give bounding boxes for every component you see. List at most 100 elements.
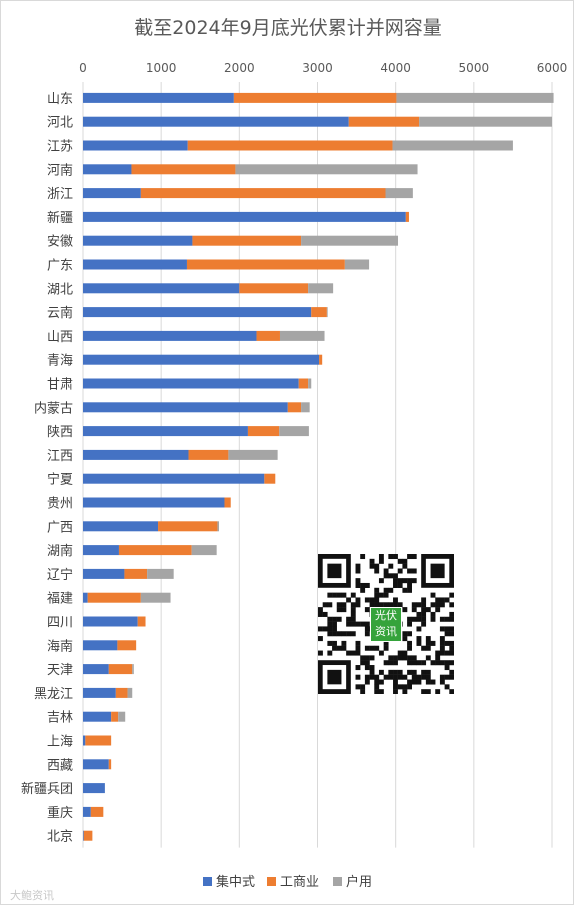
- bar-湖南-工商业: [118, 545, 192, 556]
- y-tick-label: 新疆兵团: [21, 781, 73, 797]
- bar-江西-户用: [228, 449, 278, 460]
- y-tick-label: 吉林: [47, 711, 73, 726]
- bar-吉林-户用: [118, 711, 126, 722]
- bar-贵州-工商业: [224, 497, 231, 508]
- bar-河南-集中式: [83, 164, 132, 175]
- bar-山西-工商业: [256, 330, 280, 341]
- bar-广东-工商业: [186, 259, 345, 270]
- y-tick-label: 贵州: [47, 497, 73, 512]
- y-tick-label: 江苏: [47, 139, 73, 155]
- legend-label: 集中式: [216, 874, 255, 890]
- qr-badge: 光伏 资讯: [370, 607, 402, 642]
- bar-陕西-户用: [279, 426, 309, 437]
- bar-陕西-集中式: [83, 426, 248, 437]
- chart-title: 截至2024年9月底光伏累计并网容量: [134, 17, 441, 39]
- legend-label: 户用: [346, 874, 372, 890]
- y-tick-label: 天津: [47, 663, 73, 678]
- legend-swatch-工商业: [267, 877, 276, 886]
- bar-江西-集中式: [83, 449, 189, 460]
- qr-code[interactable]: 光伏 资讯: [318, 554, 454, 694]
- bar-上海-工商业: [85, 735, 112, 746]
- bar-内蒙古-集中式: [83, 402, 288, 413]
- bar-江苏-工商业: [187, 140, 393, 151]
- y-tick-label: 重庆: [47, 805, 73, 821]
- bar-陕西-工商业: [247, 426, 280, 437]
- y-tick-label: 宁夏: [47, 472, 73, 488]
- bar-天津-户用: [132, 664, 134, 675]
- legend-swatch-户用: [333, 877, 342, 886]
- bar-河北-工商业: [348, 116, 420, 127]
- bar-江西-工商业: [188, 449, 229, 460]
- y-tick-label: 黑龙江: [34, 687, 73, 702]
- y-tick-label: 浙江: [47, 187, 73, 202]
- bar-甘肃-工商业: [298, 378, 309, 389]
- bar-新疆-集中式: [83, 211, 406, 222]
- y-tick-label: 湖南: [47, 543, 73, 559]
- y-tick-label: 海南: [47, 638, 73, 654]
- bar-青海-集中式: [83, 354, 320, 365]
- x-tick-label: 2000: [224, 61, 255, 75]
- bar-四川-工商业: [137, 616, 146, 627]
- bar-云南-工商业: [311, 307, 327, 318]
- bar-宁夏-工商业: [264, 473, 276, 484]
- y-tick-label: 四川: [47, 616, 73, 631]
- y-tick-label: 河南: [47, 162, 73, 178]
- bar-天津-工商业: [108, 664, 133, 675]
- bar-广西-户用: [217, 521, 220, 532]
- bar-广西-集中式: [83, 521, 159, 532]
- x-axis-ticks: 0 1000 2000 3000 4000 5000 6000: [79, 61, 567, 75]
- bar-云南-集中式: [83, 307, 312, 318]
- bar-湖北-工商业: [239, 283, 309, 294]
- x-tick-label: 1000: [146, 61, 177, 75]
- bar-湖南-户用: [191, 545, 217, 556]
- y-tick-label: 安徽: [47, 235, 73, 250]
- bar-浙江-户用: [385, 188, 413, 199]
- bar-安徽-工商业: [192, 235, 302, 246]
- bar-西藏-工商业: [108, 759, 112, 770]
- bar-辽宁-工商业: [124, 568, 148, 579]
- bar-湖北-户用: [308, 283, 334, 294]
- y-axis-labels: 山东河北江苏河南浙江新疆安徽广东湖北云南山西青海甘肃内蒙古陕西江西宁夏贵州广西湖…: [21, 92, 73, 845]
- y-tick-label: 山西: [47, 330, 73, 345]
- y-tick-label: 青海: [47, 354, 73, 369]
- x-tick-label: 0: [79, 61, 87, 75]
- bar-黑龙江-户用: [127, 687, 133, 698]
- y-tick-label: 广东: [47, 259, 73, 274]
- bar-山东-工商业: [233, 92, 397, 103]
- bar-山东-集中式: [83, 92, 234, 103]
- bar-四川-集中式: [83, 616, 138, 627]
- bar-贵州-集中式: [83, 497, 225, 508]
- bar-内蒙古-工商业: [287, 402, 302, 413]
- bar-广东-户用: [344, 259, 370, 270]
- y-tick-label: 上海: [47, 735, 73, 750]
- legend: 集中式 工商业 户用: [203, 874, 372, 890]
- x-tick-label: 4000: [380, 61, 411, 75]
- y-tick-label: 新疆: [47, 210, 73, 226]
- y-tick-label: 河北: [47, 116, 73, 131]
- y-tick-label: 山东: [47, 92, 73, 107]
- bar-宁夏-集中式: [83, 473, 265, 484]
- bar-新疆兵团-集中式: [83, 783, 105, 794]
- bar-新疆-工商业: [405, 211, 409, 222]
- bar-北京-集中式: [83, 830, 84, 841]
- bar-甘肃-户用: [308, 378, 312, 389]
- y-tick-label: 甘肃: [47, 378, 73, 393]
- bars: [83, 92, 554, 841]
- bar-江苏-集中式: [83, 140, 188, 151]
- bar-内蒙古-户用: [301, 402, 310, 413]
- bar-山东-户用: [396, 92, 554, 103]
- y-tick-label: 云南: [47, 305, 73, 321]
- watermark: 大鲍资讯: [10, 889, 54, 902]
- bar-西藏-集中式: [83, 759, 109, 770]
- bar-湖北-集中式: [83, 283, 240, 294]
- bar-广西-工商业: [158, 521, 218, 532]
- legend-label: 工商业: [280, 875, 319, 890]
- bar-重庆-集中式: [83, 806, 91, 817]
- bar-福建-户用: [140, 592, 171, 603]
- bar-山西-户用: [279, 330, 325, 341]
- bar-广东-集中式: [83, 259, 187, 270]
- bar-云南-户用: [326, 307, 328, 318]
- qr-pattern: [318, 554, 454, 694]
- bar-福建-集中式: [83, 592, 88, 603]
